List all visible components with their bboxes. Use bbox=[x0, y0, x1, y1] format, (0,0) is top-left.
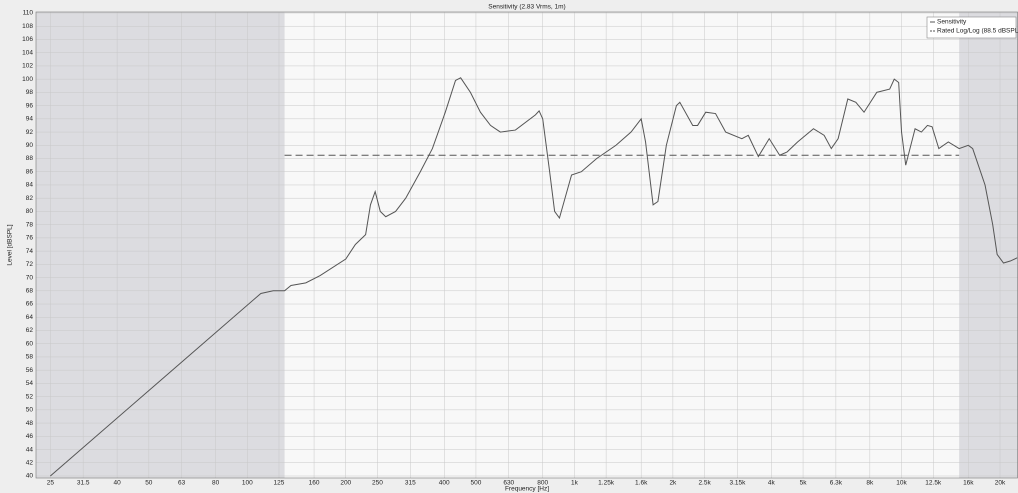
y-tick-label: 54 bbox=[26, 380, 34, 387]
y-tick-label: 110 bbox=[23, 10, 34, 17]
x-tick-label: 80 bbox=[212, 480, 220, 487]
y-tick-label: 76 bbox=[26, 235, 34, 242]
y-tick-label: 78 bbox=[26, 221, 34, 228]
y-tick-label: 46 bbox=[26, 433, 34, 440]
y-tick-label: 66 bbox=[26, 301, 34, 308]
x-tick-label: 6.3k bbox=[830, 480, 843, 487]
x-tick-label: 100 bbox=[242, 480, 253, 487]
y-tick-label: 80 bbox=[26, 208, 34, 215]
x-tick-label: 25 bbox=[47, 480, 55, 487]
y-tick-label: 98 bbox=[26, 89, 34, 96]
y-tick-label: 74 bbox=[26, 248, 34, 255]
y-tick-label: 102 bbox=[22, 63, 33, 70]
y-tick-label: 86 bbox=[26, 168, 34, 175]
y-tick-label: 60 bbox=[26, 340, 34, 347]
x-tick-label: 200 bbox=[340, 480, 351, 487]
x-tick-label: 20k bbox=[995, 480, 1006, 487]
x-tick-label: 315 bbox=[405, 480, 416, 487]
y-tick-label: 106 bbox=[22, 36, 33, 43]
x-tick-label: 400 bbox=[439, 480, 450, 487]
x-tick-label: 3.15k bbox=[729, 480, 746, 487]
shade-high bbox=[959, 12, 1018, 478]
x-tick-label: 63 bbox=[178, 480, 186, 487]
x-tick-label: 630 bbox=[503, 480, 514, 487]
x-tick-label: 16k bbox=[963, 480, 974, 487]
x-tick-label: 500 bbox=[471, 480, 482, 487]
x-tick-label: 1k bbox=[571, 480, 579, 487]
x-tick-label: 1.6k bbox=[635, 480, 648, 487]
y-tick-label: 48 bbox=[26, 420, 34, 427]
y-tick-label: 50 bbox=[26, 407, 34, 414]
marks bbox=[50, 77, 1018, 477]
y-tick-label: 64 bbox=[26, 314, 34, 321]
series-line bbox=[50, 77, 1018, 477]
y-tick-label: 108 bbox=[22, 23, 33, 30]
y-tick-label: 94 bbox=[26, 116, 34, 123]
x-tick-label: 1.25k bbox=[598, 480, 615, 487]
x-tick-label: 800 bbox=[537, 480, 548, 487]
x-tick-label: 160 bbox=[309, 480, 320, 487]
legend-box bbox=[926, 16, 1017, 39]
x-tick-label: 10k bbox=[896, 480, 907, 487]
legend-label: Sensitivity bbox=[937, 19, 967, 26]
x-tick-label: 125 bbox=[274, 480, 285, 487]
y-tick-label: 100 bbox=[22, 76, 33, 83]
x-tick-label: 31.5 bbox=[77, 480, 90, 487]
y-tick-label: 42 bbox=[26, 459, 34, 466]
y-tick-label: 68 bbox=[26, 288, 34, 295]
x-tick-label: 40 bbox=[113, 480, 121, 487]
shades bbox=[36, 12, 1018, 478]
x-tick-label: 250 bbox=[372, 480, 383, 487]
chart-title: Sensitivity (2.83 Vrms, 1m) bbox=[488, 4, 565, 11]
y-tick-label: 84 bbox=[26, 182, 34, 189]
x-tick-label: 5k bbox=[800, 480, 808, 487]
y-tick-label: 82 bbox=[26, 195, 34, 202]
legend-label: Rated Log/Log (88.5 dBSPL) bbox=[937, 28, 1018, 35]
y-tick-label: 104 bbox=[22, 49, 33, 56]
y-tick-label: 40 bbox=[26, 473, 34, 480]
y-tick-label: 96 bbox=[26, 102, 34, 109]
y-tick-label: 72 bbox=[26, 261, 34, 268]
x-tick-label: 50 bbox=[145, 480, 153, 487]
y-tick-label: 56 bbox=[26, 367, 34, 374]
y-tick-label: 62 bbox=[26, 327, 34, 334]
y-tick-label: 44 bbox=[26, 446, 34, 453]
y-tick-label: 70 bbox=[26, 274, 34, 281]
x-tick-label: 2k bbox=[669, 480, 677, 487]
y-tick-label: 52 bbox=[26, 393, 34, 400]
x-tick-label: 4k bbox=[768, 480, 776, 487]
y-tick-label: 92 bbox=[26, 129, 34, 136]
grid bbox=[36, 12, 1018, 478]
x-tick-label: 2.5k bbox=[698, 480, 711, 487]
y-tick-label: 88 bbox=[26, 155, 34, 162]
x-tick-label: 12.5k bbox=[925, 480, 942, 487]
shade-low bbox=[36, 12, 285, 478]
x-tick-label: 8k bbox=[866, 480, 874, 487]
y-tick-label: 90 bbox=[26, 142, 34, 149]
y-axis-label: Level [dBSPL] bbox=[7, 224, 14, 265]
y-tick-label: 58 bbox=[26, 354, 34, 361]
x-axis-label: Frequency [Hz] bbox=[505, 486, 549, 493]
